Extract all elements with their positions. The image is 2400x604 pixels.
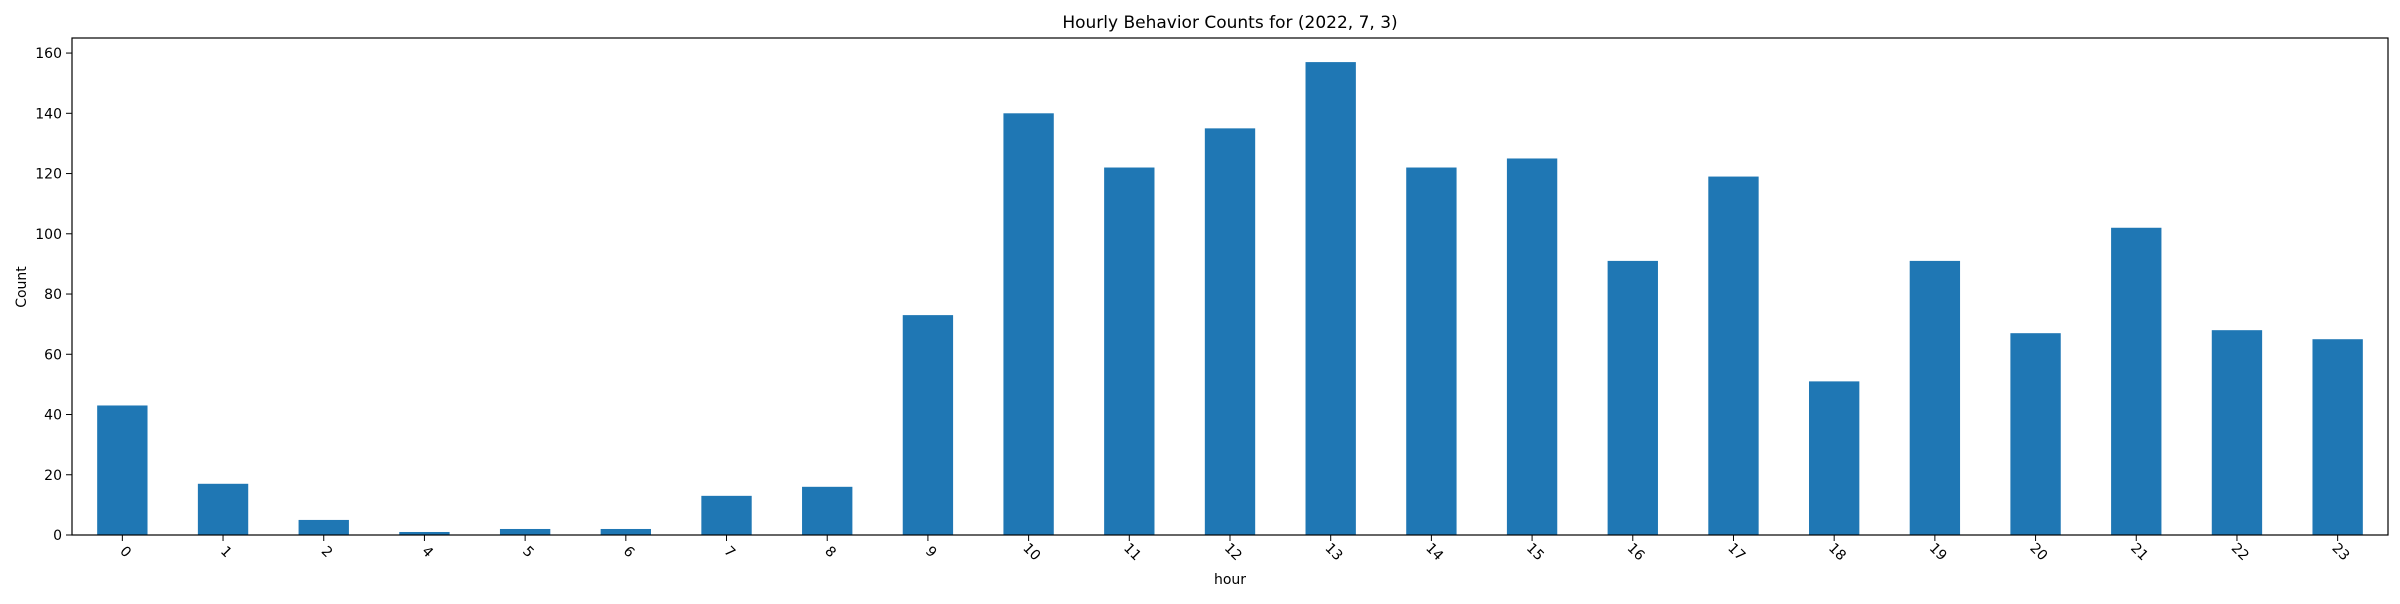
y-tick-label: 60	[44, 347, 62, 363]
y-tick-label: 0	[53, 528, 62, 544]
bars-layer	[97, 62, 2363, 536]
bar-hour-7	[701, 495, 752, 535]
x-tick-label: 20	[2026, 540, 2050, 564]
x-tick-label: 5	[519, 543, 537, 561]
x-axis: 0 1 2 4 5 6 7 8 9 10 11 12 13 14 15 16 17 18 19 20 21 22 23	[116, 535, 2352, 564]
x-tick-label: 23	[2329, 540, 2353, 564]
x-tick-label: 12	[1221, 540, 1245, 564]
x-tick-label: 19	[1926, 540, 1950, 564]
y-tick-label: 20	[44, 468, 62, 484]
x-tick-label: 0	[116, 543, 134, 561]
bar-hour-13	[1305, 62, 1356, 535]
y-tick-label: 120	[35, 167, 62, 183]
x-tick-label: 6	[620, 543, 638, 561]
bar-hour-15	[1506, 158, 1558, 536]
x-tick-label: 4	[418, 543, 436, 561]
bar-hour-0	[97, 405, 148, 535]
bar-hour-22	[2211, 330, 2263, 535]
bar-hour-12	[1204, 128, 1256, 536]
x-tick-label: 1	[217, 543, 235, 561]
bar-hour-20	[2010, 333, 2061, 535]
bar-hour-1	[197, 483, 249, 535]
bar-hour-8	[802, 486, 853, 535]
x-tick-label: 15	[1523, 540, 1547, 564]
y-tick-label: 80	[44, 287, 62, 303]
bar-hour-21	[2111, 227, 2162, 535]
x-tick-label: 18	[1825, 540, 1849, 564]
x-axis-label: hour	[1214, 572, 1246, 588]
bar-hour-17	[1708, 176, 1759, 535]
y-tick-label: 140	[35, 106, 62, 122]
chart-title: Hourly Behavior Counts for (2022, 7, 3)	[1062, 13, 1397, 33]
bar-hour-23	[2312, 339, 2363, 535]
bar-hour-19	[1909, 260, 1961, 535]
bar-hour-6	[600, 528, 651, 535]
x-tick-label: 9	[922, 543, 940, 561]
bar-hour-16	[1607, 260, 1658, 535]
x-tick-label: 21	[2127, 540, 2151, 564]
y-tick-label: 160	[35, 46, 62, 62]
x-tick-label: 17	[1724, 540, 1748, 564]
x-tick-label: 13	[1322, 540, 1346, 564]
y-axis: 0 20 40 60 80 100 120 140 160	[35, 46, 72, 544]
bar-hour-5	[499, 528, 551, 535]
bar-hour-4	[399, 531, 450, 535]
x-tick-label: 10	[1019, 540, 1043, 564]
x-tick-label: 7	[721, 543, 739, 561]
bar-hour-9	[902, 315, 954, 535]
x-tick-label: 22	[2228, 540, 2252, 564]
x-tick-label: 8	[821, 543, 839, 561]
plot-frame	[71, 37, 2389, 536]
y-tick-label: 40	[44, 408, 62, 424]
y-axis-label: Count	[14, 266, 30, 308]
x-tick-label: 16	[1624, 540, 1648, 564]
bar-hour-10	[1003, 113, 1054, 536]
bar-hour-2	[298, 519, 349, 535]
x-tick-label: 14	[1422, 540, 1446, 564]
bar-hour-11	[1104, 167, 1155, 535]
bar-hour-14	[1406, 167, 1457, 535]
x-tick-label: 11	[1120, 540, 1144, 564]
y-tick-label: 100	[35, 227, 62, 243]
x-tick-label: 2	[318, 543, 336, 561]
bar-hour-18	[1809, 381, 1860, 535]
